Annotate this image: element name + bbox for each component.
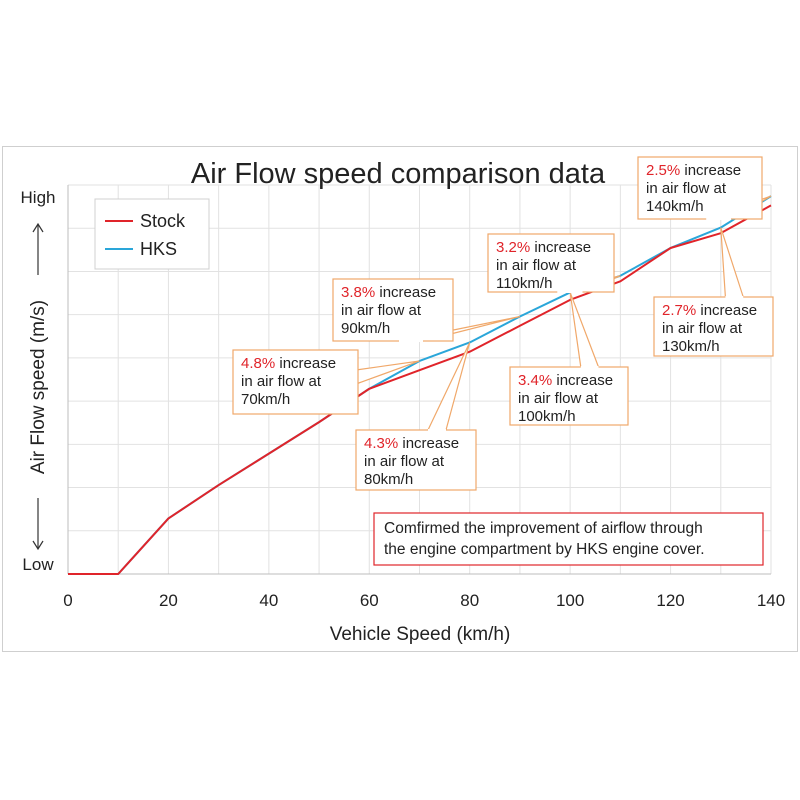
callout-percent: 3.2% <box>496 239 530 256</box>
callout-increase-word: increase <box>680 162 741 179</box>
callout-box <box>653 296 774 357</box>
x-tick-label: 100 <box>556 591 584 610</box>
x-tick-label: 0 <box>63 591 72 610</box>
callout-line-2: in air flow at <box>364 453 445 470</box>
chart-frame: Air Flow speed comparison data 0 20 40 60 80 1… <box>2 146 798 652</box>
note-box <box>373 512 764 566</box>
callout-percent: 4.3% <box>364 435 398 452</box>
callout-percent: 3.4% <box>518 372 552 389</box>
callout-box <box>332 278 454 342</box>
callout-line-3: 80km/h <box>364 471 413 488</box>
callout-line-2: in air flow at <box>646 180 727 197</box>
callout-line-1: 2.5% increase <box>646 162 741 179</box>
callout-line-3: 70km/h <box>241 391 290 408</box>
callout-box <box>355 429 477 491</box>
y-axis-label: Air Flow speed (m/s) <box>28 300 49 474</box>
callout-increase-word: increase <box>530 239 591 256</box>
y-top-label: High <box>21 188 56 207</box>
legend-label-hks: HKS <box>140 239 177 259</box>
callout-line-1: 3.4% increase <box>518 372 613 389</box>
callout-line-2: in air flow at <box>662 320 743 337</box>
callout-pointer <box>355 360 420 385</box>
callout-percent: 4.8% <box>241 355 275 372</box>
callout-box <box>232 349 359 415</box>
legend-label-stock: Stock <box>140 211 186 231</box>
callout-line-2: in air flow at <box>496 257 577 274</box>
callout-line-2: in air flow at <box>341 302 422 319</box>
x-tick-label: 40 <box>259 591 278 610</box>
x-tick-label: 140 <box>757 591 785 610</box>
callout-line-3: 100km/h <box>518 408 576 425</box>
x-tick-label: 80 <box>460 591 479 610</box>
callout-increase-word: increase <box>375 284 436 301</box>
air-flow-chart: Air Flow speed comparison data 0 20 40 60 80 1… <box>21 156 785 645</box>
callout-percent: 2.5% <box>646 162 680 179</box>
callout-line-2: in air flow at <box>518 390 599 407</box>
callout-pointer <box>427 342 471 431</box>
callout-percent: 2.7% <box>662 302 696 319</box>
x-tick-label: 120 <box>656 591 684 610</box>
y-bottom-label: Low <box>22 555 54 574</box>
callout-line-2: in air flow at <box>241 373 322 390</box>
y-arrow-up-head <box>32 222 44 233</box>
callout-box <box>487 233 615 293</box>
chart-title: Air Flow speed comparison data <box>191 158 606 190</box>
series-line-stock <box>68 204 772 575</box>
callout-increase-word: increase <box>696 302 757 319</box>
note-line-1: Comfirmed the improvement of airflow thr… <box>384 520 703 537</box>
callout-increase-word: increase <box>552 372 613 389</box>
callout-line-1: 4.8% increase <box>241 355 336 372</box>
callout-increase-word: increase <box>275 355 336 372</box>
callout-percent: 3.8% <box>341 284 375 301</box>
callout-pointer <box>569 292 600 368</box>
callout-box <box>509 366 629 426</box>
note-line-2: the engine compartment by HKS engine cov… <box>384 541 705 558</box>
callout-line-3: 110km/h <box>496 275 552 292</box>
legend-box <box>94 198 210 270</box>
x-axis-label: Vehicle Speed (km/h) <box>330 624 511 645</box>
callout-line-3: 140km/h <box>646 198 704 215</box>
callout-line-1: 4.3% increase <box>364 435 459 452</box>
y-arrow-down-head <box>32 540 44 551</box>
callout-line-1: 3.2% increase <box>496 239 591 256</box>
callout-line-3: 90km/h <box>341 320 390 337</box>
callout-pointer <box>720 227 744 298</box>
callout-line-1: 3.8% increase <box>341 284 436 301</box>
callout-line-1: 2.7% increase <box>662 302 757 319</box>
x-tick-label: 20 <box>159 591 178 610</box>
callout-increase-word: increase <box>398 435 459 452</box>
callout-box <box>637 156 763 220</box>
callout-line-3: 130km/h <box>662 338 720 355</box>
x-tick-label: 60 <box>360 591 379 610</box>
